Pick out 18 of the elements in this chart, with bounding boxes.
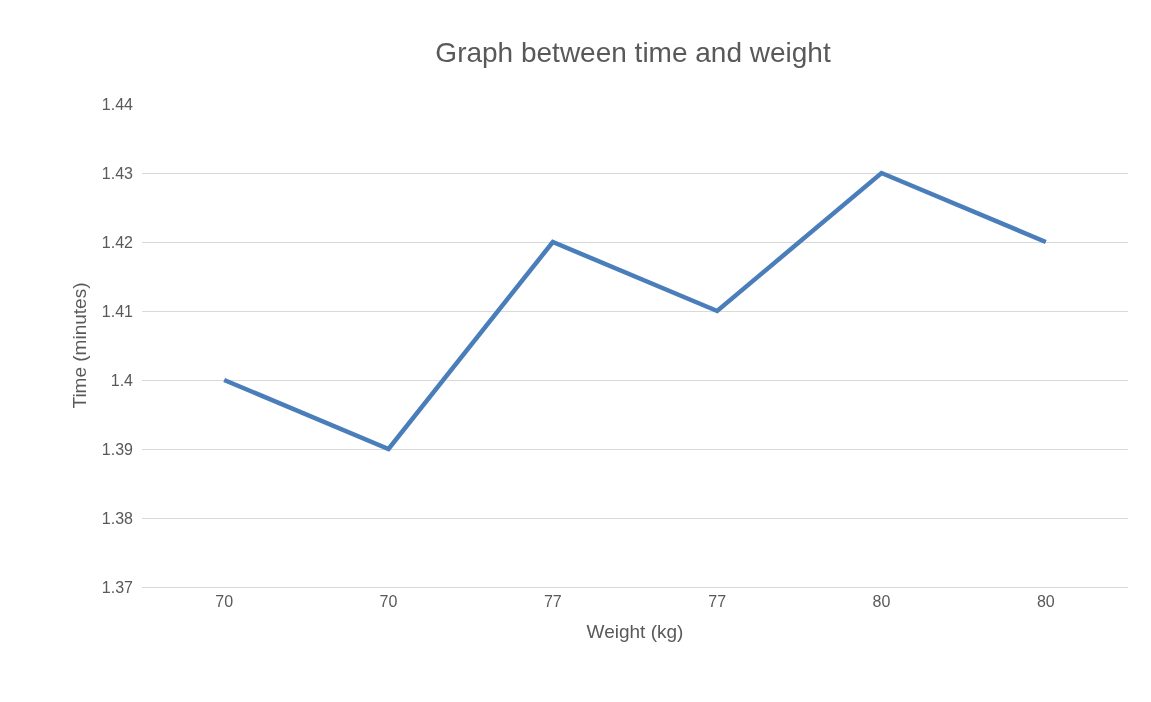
line-series [221,170,1049,452]
y-tick-label: 1.37 [101,578,134,596]
y-tick-label: 1.42 [101,233,134,251]
y-tick-label: 1.41 [101,302,134,320]
y-tick-label: 1.44 [101,95,134,113]
y-tick-label: 1.43 [101,164,134,182]
y-axis-title: Time (minutes) [68,282,90,409]
x-tick-label: 70 [215,593,234,611]
x-axis-title: Weight (kg) [586,621,684,642]
x-tick-label: 77 [543,593,562,611]
y-tick-label: 1.4 [110,371,134,389]
y-tick-label: 1.39 [101,440,134,458]
x-tick-label: 77 [708,593,727,611]
x-tick-label: 80 [1036,593,1055,611]
x-tick-label: 80 [872,593,891,611]
y-tick-label: 1.38 [101,509,134,527]
chart-title: Graph between time and weight [435,37,831,69]
x-tick-label: 70 [379,593,398,611]
